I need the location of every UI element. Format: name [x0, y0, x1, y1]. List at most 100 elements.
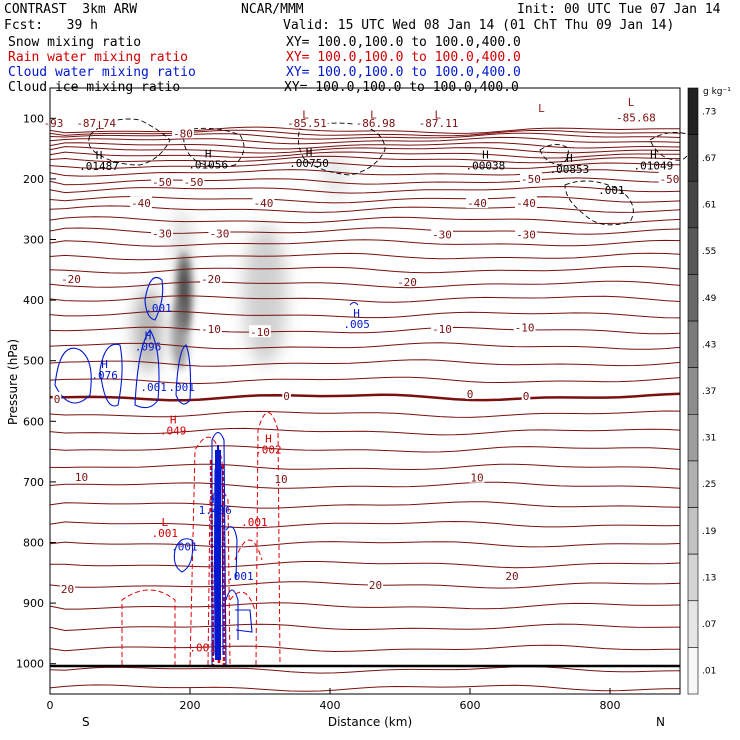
- isotherm-line: [49, 623, 681, 632]
- temperature-label-bg: [417, 116, 460, 129]
- isotherm-line: [49, 392, 681, 402]
- isotherm-line: [49, 666, 681, 674]
- isotherm-line: [49, 644, 681, 653]
- rain-contour: [234, 539, 263, 561]
- isotherms: [49, 126, 681, 692]
- temperature-label-bg: [513, 320, 536, 333]
- y-tick-label: 1000: [16, 658, 44, 671]
- colorbar-bin: [687, 647, 699, 695]
- isotherm-line: [49, 280, 681, 289]
- isotherm-line: [49, 561, 681, 569]
- colorbar-tick-label: .07: [702, 620, 716, 630]
- temperature-label-bg: [151, 226, 173, 239]
- extremum-value: 1.406: [199, 504, 232, 517]
- extremum-mark: H: [212, 493, 219, 506]
- temperature-label: -20: [61, 273, 81, 286]
- colorbar-bin: [687, 320, 699, 368]
- cloud-water-contour: [144, 276, 164, 321]
- temperature-label-bg: [615, 110, 657, 123]
- colorbar-tick-label: .31: [702, 434, 716, 444]
- cloud-water-contour: [235, 609, 253, 633]
- y-tick-label: 300: [23, 234, 44, 247]
- isotherm-line: [49, 376, 681, 385]
- x-axis-label: Distance (km): [328, 715, 412, 729]
- temperature-label-bg: [151, 174, 173, 187]
- cloud-water-contour: [99, 343, 123, 407]
- colorbar-bin: [687, 507, 699, 555]
- cloud-ice-contour: [539, 144, 569, 166]
- isotherm-line: [49, 684, 681, 692]
- cloud-water-contour: [211, 431, 227, 666]
- colorbar-tick-label: .01: [702, 667, 716, 677]
- y-tick-label: 500: [23, 355, 44, 368]
- colorbar: .73 .67 .61 .55 .49 .43 .37 .31 .25 .19 .13 .07 .01: [687, 87, 717, 695]
- y-tick-label: 800: [23, 537, 44, 550]
- isotherm-line: [49, 310, 681, 319]
- x-tick-label: 800: [600, 699, 621, 712]
- rain-contour: [121, 589, 176, 665]
- colorbar-tick-label: .49: [702, 294, 717, 304]
- temperature-label-bg: [130, 196, 152, 209]
- temperature-label: 0: [54, 393, 61, 406]
- temperature-label-bg: [286, 116, 328, 129]
- contour-value-label: .001: [227, 570, 254, 583]
- y-axis-label: Pressure (hPa): [6, 339, 20, 425]
- temperature-label: 0: [467, 388, 474, 401]
- temperature-label: -50: [184, 176, 204, 189]
- snow-shade: [172, 210, 192, 270]
- extremum-value: .076: [91, 369, 118, 382]
- isotherm-line: [49, 146, 681, 154]
- temperature-label: -10: [432, 323, 452, 336]
- extremum-mark: L: [161, 516, 168, 529]
- extremum-mark: H: [170, 414, 177, 427]
- temperature-label-bg: [182, 174, 205, 187]
- temperature-label-bg: [249, 325, 271, 338]
- cloud-water-contour: [215, 445, 221, 660]
- isotherm-line: [49, 185, 681, 194]
- x-tick-label: 200: [180, 699, 201, 712]
- extremum-value: .01487: [79, 160, 119, 173]
- isotherm-line: [49, 463, 681, 471]
- extremum-mark: L: [628, 96, 635, 109]
- temperature-label: -10: [515, 321, 535, 334]
- isotherm-line: [49, 151, 681, 159]
- isotherm-line: [49, 252, 681, 261]
- source-label: NCAR/MMM: [241, 2, 304, 17]
- chart-title: CONTRAST 3km ARW: [4, 2, 138, 17]
- colorbar-tick-label: .67: [702, 154, 716, 164]
- isotherm-line: [49, 216, 681, 225]
- field-rain-xy: XY= 100.0,100.0 to 100.0,400.0: [286, 50, 521, 65]
- contour-value-label: .001: [168, 381, 195, 394]
- cloud-water-contour: [225, 526, 238, 581]
- contour-value-label: .001: [241, 516, 268, 529]
- isotherm-line: [49, 602, 681, 610]
- extremum-mark: H: [566, 152, 573, 165]
- extremum-value: .00750: [289, 157, 329, 170]
- extremum-mark: H: [650, 148, 657, 161]
- temperature-label: -40: [254, 197, 274, 210]
- temperature-label: 0: [283, 390, 290, 403]
- temperature-label: -40: [516, 197, 536, 210]
- isotherm-line: [49, 445, 681, 453]
- extremum-mark: H: [96, 149, 103, 162]
- isotherm-line: [49, 520, 681, 529]
- extremum-value: .049: [160, 425, 187, 438]
- temperature-label: -85.51: [287, 117, 327, 130]
- temperature-label-bg: [52, 391, 62, 404]
- temperature-label-bg: [658, 171, 681, 184]
- y-tick-label: 900: [23, 597, 44, 610]
- cloud-ice-contour: [297, 122, 386, 176]
- temperature-label: -87.74: [76, 117, 116, 130]
- rain-contour: [189, 436, 227, 666]
- isotherm-line: [49, 177, 681, 186]
- extremum-mark: L: [98, 119, 105, 132]
- contour-labels: -93 -87.74-80-85.51 -86.98 -87.11 -85.68-50-…: [42, 96, 681, 655]
- temperature-label: -93: [44, 117, 64, 130]
- colorbar-tick-label: .55: [702, 247, 716, 257]
- colorbar-tick-label: .43: [702, 340, 716, 350]
- temperature-label: 10: [274, 473, 287, 486]
- cloud-ice-contour: [88, 118, 171, 166]
- temperature-label-bg: [469, 470, 485, 483]
- rain-contour: [255, 412, 281, 666]
- temperature-label-bg: [431, 227, 453, 240]
